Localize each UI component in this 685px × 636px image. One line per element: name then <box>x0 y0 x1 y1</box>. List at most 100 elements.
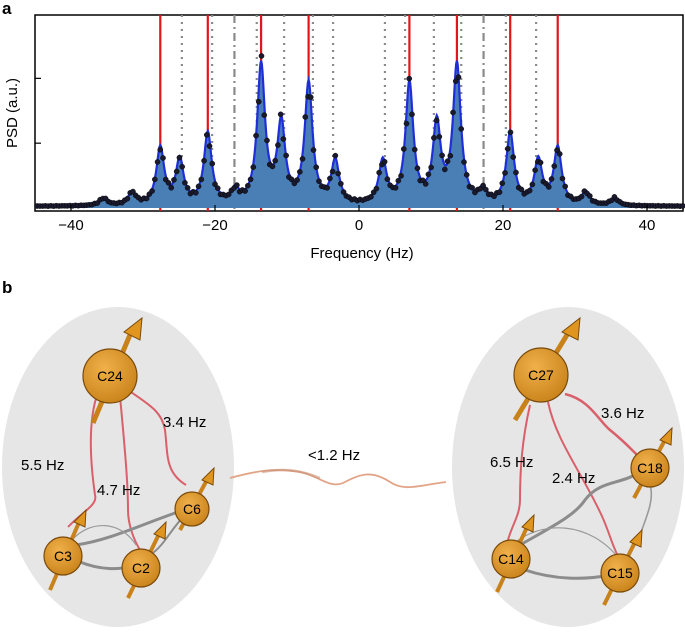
panel-b-label: b <box>2 278 12 297</box>
inter-molecule-coupling-highlight <box>261 468 321 480</box>
x-tick-label-4: 40 <box>639 217 656 234</box>
data-point-175 <box>513 169 519 176</box>
spin-arrow-icon <box>153 520 167 540</box>
coupling-label-4-7: 4.7 Hz <box>97 482 140 499</box>
data-point-155 <box>458 126 465 132</box>
data-point-169 <box>496 189 503 195</box>
data-point-45 <box>157 146 164 153</box>
x-axis-label: Frequency (Hz) <box>310 245 413 262</box>
data-point-48 <box>165 180 172 186</box>
node-label-c18: C18 <box>637 460 663 476</box>
coupling-c24-c2 <box>119 395 141 551</box>
coupling-label-5-5: 5.5 Hz <box>21 457 64 474</box>
data-point-93 <box>288 176 295 183</box>
data-point-82 <box>258 53 265 59</box>
data-point-101 <box>310 147 317 153</box>
data-point-63 <box>206 143 213 149</box>
data-point-159 <box>469 184 475 191</box>
data-point-106 <box>324 185 330 191</box>
data-point-84 <box>264 137 270 144</box>
data-point-143 <box>425 171 432 178</box>
spin-arrow-icon <box>629 528 643 548</box>
node-label-c24: C24 <box>97 368 123 384</box>
data-point-122 <box>368 193 374 200</box>
node-c18: C18 <box>630 426 673 499</box>
coupling-c27-c14 <box>507 404 531 541</box>
data-point-142 <box>422 181 429 187</box>
data-point-136 <box>406 75 413 82</box>
data-point-174 <box>510 154 517 160</box>
data-point-87 <box>272 157 278 164</box>
data-point-62 <box>203 132 210 138</box>
data-point-170 <box>499 180 506 187</box>
data-point-134 <box>400 146 407 152</box>
node-c24: C24 <box>82 316 143 424</box>
data-point-199 <box>578 193 585 200</box>
data-point-83 <box>261 112 268 118</box>
data-point-58 <box>193 189 199 196</box>
data-point-151 <box>447 152 454 159</box>
node-label-c27: C27 <box>528 367 554 383</box>
node-c3: C3 <box>43 508 87 591</box>
data-point-236 <box>680 203 685 209</box>
coupling-label-3-6: 3.6 Hz <box>601 405 644 422</box>
data-point-81 <box>255 98 262 105</box>
data-point-147 <box>436 133 443 140</box>
data-point-90 <box>280 136 287 142</box>
node-c6: C6 <box>174 466 215 531</box>
data-point-42 <box>149 188 155 194</box>
spin-arrow-icon <box>123 316 143 341</box>
molecule-left: C24 C6 C3 C2 5.5 Hz 4.7 Hz 3.4 Hz <box>2 307 234 627</box>
spin-arrow-icon <box>73 508 87 528</box>
spin-arrow-icon <box>659 426 673 446</box>
panel-a-label: a <box>2 0 12 18</box>
axes: −40 −20 0 20 40 <box>35 77 656 234</box>
data-point-70 <box>225 191 232 198</box>
data-point-192 <box>559 175 566 182</box>
data-point-109 <box>332 152 339 159</box>
node-label-c3: C3 <box>54 548 72 564</box>
data-point-163 <box>480 182 486 189</box>
data-point-96 <box>297 169 303 175</box>
data-point-137 <box>409 111 415 118</box>
spectrum-chart: −40 −20 0 20 40 PSD (a.u.) Frequency (Hz) <box>4 14 685 262</box>
data-point-149 <box>442 166 448 173</box>
spin-arrow-icon <box>201 466 215 486</box>
data-point-53 <box>179 163 185 170</box>
spin-arrow-icon <box>561 316 581 341</box>
data-point-135 <box>403 120 410 127</box>
data-point-78 <box>247 176 254 183</box>
data-point-152 <box>450 109 456 116</box>
data-point-107 <box>327 175 333 182</box>
data-point-191 <box>556 151 563 157</box>
data-point-49 <box>168 184 175 191</box>
data-point-108 <box>329 168 336 175</box>
data-point-181 <box>529 181 536 188</box>
plot-frame <box>34 14 684 212</box>
data-point-188 <box>548 176 555 182</box>
data-point-127 <box>381 158 388 165</box>
data-point-193 <box>562 183 569 190</box>
data-point-33 <box>124 195 131 202</box>
node-c2: C2 <box>121 520 167 599</box>
data-point-110 <box>335 170 341 177</box>
coupling-c3-c2-b <box>71 525 137 546</box>
data-point-177 <box>518 186 525 193</box>
data-point-182 <box>532 167 538 173</box>
data-point-60 <box>198 176 205 183</box>
data-point-146 <box>433 117 440 124</box>
data-point-97 <box>299 156 306 162</box>
data-point-80 <box>253 132 259 139</box>
data-point-89 <box>277 111 284 118</box>
data-point-132 <box>395 177 402 184</box>
coupling-label-2-4: 2.4 Hz <box>552 470 595 487</box>
data-point-124 <box>373 185 380 192</box>
data-point-157 <box>463 172 470 178</box>
data-point-189 <box>551 163 558 169</box>
data-point-148 <box>439 152 445 159</box>
node-label-c6: C6 <box>183 501 201 517</box>
coupling-label-6-5: 6.5 Hz <box>490 454 533 471</box>
data-point-64 <box>209 160 216 167</box>
node-label-c15: C15 <box>607 565 633 581</box>
